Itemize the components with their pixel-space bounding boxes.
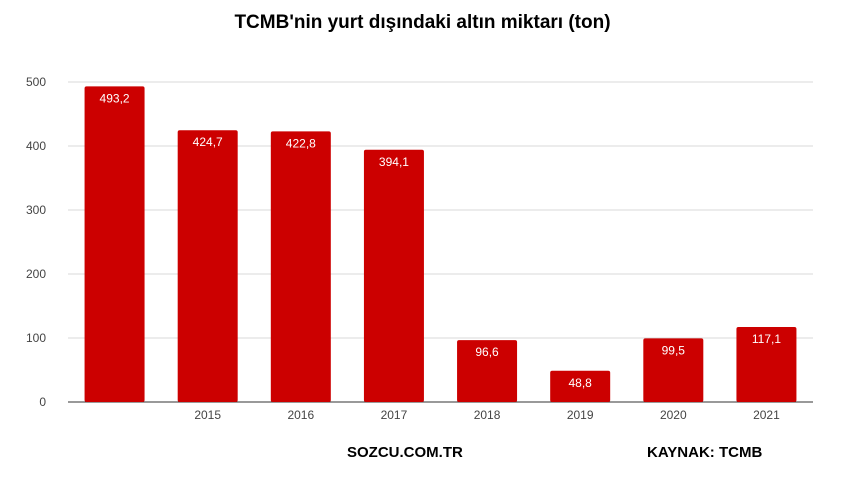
x-tick-label: 2016 — [287, 408, 314, 422]
bar — [643, 338, 704, 402]
y-tick-label: 100 — [26, 331, 46, 345]
data-label: 48,8 — [569, 376, 593, 390]
source-label: SOZCU.COM.TR — [347, 444, 463, 461]
x-tick-label: 2021 — [753, 408, 780, 422]
x-tick-label: 2019 — [567, 408, 594, 422]
y-tick-label: 400 — [26, 139, 46, 153]
bar — [363, 149, 424, 402]
data-label: 117,1 — [752, 332, 781, 346]
credit-label: KAYNAK: TCMB — [647, 444, 763, 461]
bar — [457, 340, 518, 402]
data-label: 99,5 — [662, 343, 686, 357]
bar — [177, 130, 238, 402]
bar — [270, 131, 331, 402]
y-tick-label: 500 — [26, 75, 46, 89]
y-tick-label: 0 — [39, 395, 46, 409]
x-tick-label: 2017 — [381, 408, 408, 422]
data-label: 493,2 — [100, 91, 130, 105]
y-tick-label: 300 — [26, 203, 46, 217]
data-label: 394,1 — [379, 155, 409, 169]
chart-title: TCMB'nin yurt dışındaki altın miktarı (t… — [234, 12, 611, 33]
data-label: 422,8 — [286, 136, 316, 150]
bar — [84, 86, 145, 403]
x-tick-label: 2020 — [660, 408, 687, 422]
x-tick-label: 2015 — [194, 408, 221, 422]
data-label: 424,7 — [193, 135, 223, 149]
y-tick-label: 200 — [26, 267, 46, 281]
data-label: 96,6 — [475, 345, 499, 359]
x-tick-label: 2018 — [474, 408, 501, 422]
bar — [736, 327, 797, 402]
bar — [550, 370, 611, 402]
